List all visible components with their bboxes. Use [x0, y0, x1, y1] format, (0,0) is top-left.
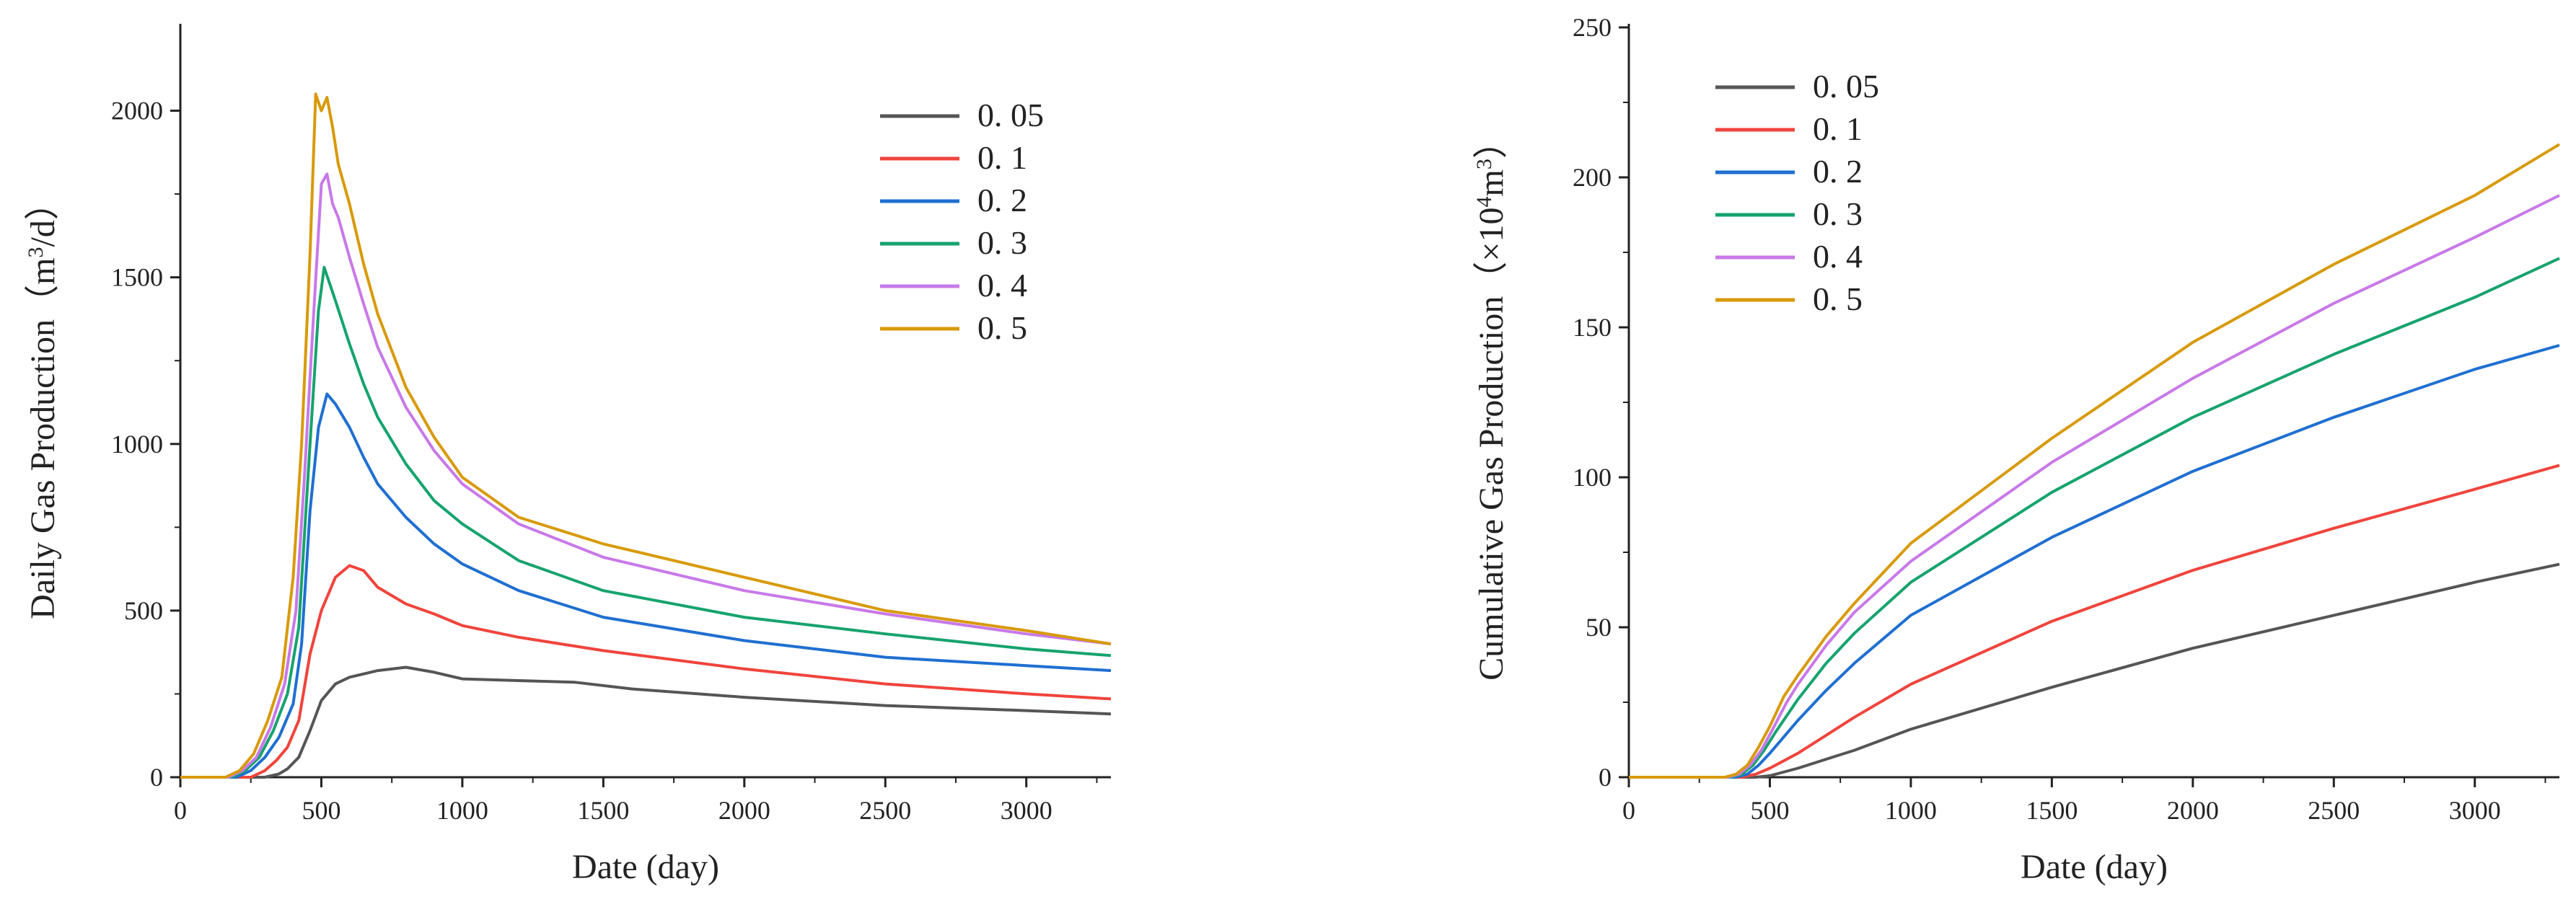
legend: 0. 05 0. 1 0. 2 0. 3 0. 4 0. 5: [1715, 68, 1879, 317]
series-line-1: [180, 564, 1112, 779]
y-tick-label: 100: [1573, 463, 1612, 492]
y-axis-label: Cumulative Gas Production（×104m3）: [1472, 124, 1511, 681]
series-line-2: [1629, 344, 2560, 779]
x-tick-label: 1000: [1885, 796, 1937, 825]
legend-label-5: 0. 5: [1813, 280, 1863, 317]
x-tick-label: 3000: [2449, 796, 2501, 825]
series-line-0: [1629, 562, 2560, 779]
x-tick-label: 1000: [436, 796, 488, 825]
series-line-4: [1629, 194, 2560, 779]
cumulative-gas-production-chart: 0 500 1000 1500 2000 2500 3000 0 50 100 150 200 250 D…: [1472, 13, 2561, 886]
x-tick-label: 2000: [2167, 796, 2219, 825]
x-tick-label: 3000: [1001, 796, 1052, 825]
y-tick-label: 500: [124, 596, 163, 625]
x-axis-label: Date (day): [572, 848, 719, 886]
x-tick-label: 500: [1750, 796, 1789, 825]
series-line-3: [1629, 257, 2560, 779]
x-tick-label: 2500: [859, 796, 911, 825]
series-line-2: [180, 392, 1112, 779]
y-axis-label: Daily Gas Production（m3/d）: [24, 185, 63, 619]
y-tick-label: 1500: [111, 263, 163, 292]
y-tick-label: 0: [150, 763, 163, 792]
y-axis-label-part: m: [1472, 169, 1511, 196]
y-axis-label-part: /d）: [24, 185, 62, 247]
legend-label-0: 0. 05: [977, 97, 1044, 133]
y-tick-label: 2000: [111, 97, 163, 125]
legend-label-2: 0. 2: [1813, 153, 1863, 190]
x-tick-label: 1500: [577, 796, 629, 825]
legend-label-1: 0. 1: [1813, 110, 1863, 147]
y-axis-label-part: ）: [1472, 124, 1511, 159]
legend-label-5: 0. 5: [977, 309, 1027, 346]
legend-label-3: 0. 3: [977, 224, 1027, 261]
legend-label-4: 0. 4: [1813, 238, 1863, 275]
y-tick-label: 250: [1573, 13, 1612, 42]
x-tick-label: 2500: [2308, 796, 2360, 825]
legend-label-0: 0. 05: [1813, 68, 1879, 105]
legend-label-4: 0. 4: [977, 267, 1027, 304]
y-axis-label-part: Daily Gas Production（m: [24, 258, 62, 619]
y-axis-label-superscript: 3: [24, 247, 48, 258]
x-axis-label: Date (day): [2021, 848, 2168, 886]
y-axis-label-superscript: 3: [1472, 159, 1496, 169]
legend-label-2: 0. 2: [977, 182, 1027, 218]
y-axis-label-part: Cumulative Gas Production（×10: [1472, 208, 1511, 681]
series-line-3: [180, 265, 1112, 779]
x-tick-label: 0: [1622, 796, 1635, 825]
series-line-5: [180, 92, 1112, 779]
daily-gas-production-chart: 0 500 1000 1500 2000 2500 3000 0 500 1000 1500 2000…: [24, 24, 1112, 886]
legend: 0. 05 0. 1 0. 2 0. 3 0. 4 0. 5: [880, 97, 1044, 346]
legend-label-1: 0. 1: [977, 139, 1027, 176]
legend-label-3: 0. 3: [1813, 195, 1863, 232]
series-line-1: [1629, 464, 2560, 779]
y-tick-label: 50: [1586, 613, 1612, 642]
series-line-4: [180, 172, 1112, 779]
x-tick-label: 1500: [2026, 796, 2078, 825]
series-line-5: [1629, 143, 2561, 779]
y-tick-label: 200: [1573, 163, 1612, 192]
y-tick-label: 1000: [111, 430, 163, 459]
x-tick-label: 2000: [718, 796, 770, 825]
x-tick-label: 500: [302, 796, 340, 825]
y-tick-label: 150: [1573, 313, 1612, 342]
y-tick-label: 0: [1599, 763, 1612, 792]
x-tick-label: 0: [174, 796, 187, 825]
series-line-0: [180, 665, 1112, 779]
y-axis-label-superscript: 4: [1472, 197, 1496, 208]
